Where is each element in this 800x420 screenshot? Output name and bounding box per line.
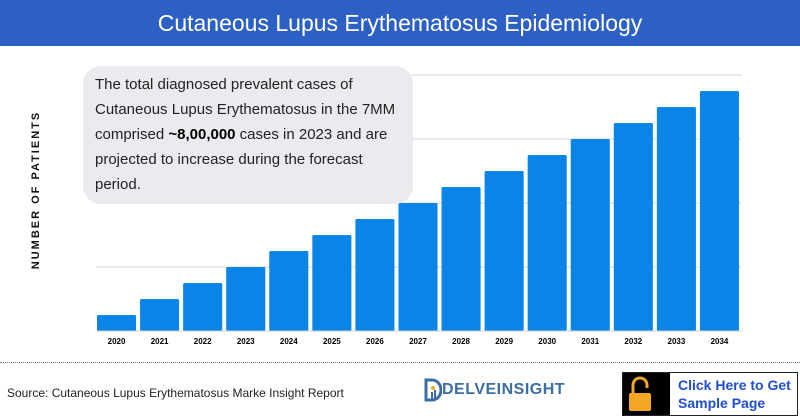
- bar-2025: [312, 235, 352, 331]
- callout-highlight: ~8,00,000: [168, 126, 236, 143]
- get-sample-page-button[interactable]: Click Here to Get Sample Page: [622, 372, 798, 416]
- bar-2020: [97, 315, 137, 331]
- bar-2021: [140, 299, 180, 331]
- callout-box: The total diagnosed prevalent cases of C…: [83, 66, 413, 204]
- x-tick-label: 2027: [409, 337, 427, 346]
- x-tick-label: 2025: [323, 337, 341, 346]
- bar-2026: [355, 219, 395, 331]
- x-tick-label: 2031: [581, 337, 599, 346]
- bar-chart: 2020 2021 2022 2023 2024 2025 2026 2027 2028 2029…: [96, 74, 742, 346]
- bar-2034: [699, 91, 739, 331]
- bar-2031: [570, 139, 610, 331]
- x-tick-label: 2034: [711, 337, 729, 346]
- x-tick-label: 2021: [151, 337, 169, 346]
- bar-2028: [441, 187, 481, 331]
- bar-2033: [656, 107, 696, 331]
- bar-2030: [527, 155, 567, 331]
- bar-2023: [226, 267, 266, 331]
- bar-2022: [183, 283, 223, 331]
- x-tick-label: 2028: [452, 337, 470, 346]
- footer-divider: [0, 362, 800, 363]
- callout-text-end: cases in 2023 and are projected to incre…: [95, 126, 388, 193]
- bar-2032: [613, 123, 653, 331]
- x-tick-label: 2030: [538, 337, 556, 346]
- bar-2027: [398, 203, 438, 331]
- bar-2024: [269, 251, 309, 331]
- x-tick-label: 2020: [108, 337, 126, 346]
- logo-icon: [424, 378, 442, 402]
- x-tick-label: 2029: [495, 337, 513, 346]
- bar-2029: [484, 171, 524, 331]
- x-tick-label: 2032: [624, 337, 642, 346]
- callout-text: The total diagnosed prevalent cases of C…: [95, 76, 396, 143]
- delveinsight-logo: DELVEINSIGHT: [424, 378, 565, 402]
- source-text: Source: Cutaneous Lupus Erythematosus Ma…: [7, 386, 344, 400]
- x-tick-label: 2024: [280, 337, 298, 346]
- logo-text: DELVEINSIGHT: [442, 381, 566, 398]
- chart-title: Cutaneous Lupus Erythematosus Epidemiolo…: [0, 0, 800, 46]
- cta-label: Click Here to Get Sample Page: [678, 377, 791, 411]
- x-tick-label: 2033: [668, 337, 686, 346]
- x-tick-label: 2022: [194, 337, 212, 346]
- x-tick-label: 2026: [366, 337, 384, 346]
- x-tick-label: 2023: [237, 337, 255, 346]
- unlock-icon: [623, 373, 670, 415]
